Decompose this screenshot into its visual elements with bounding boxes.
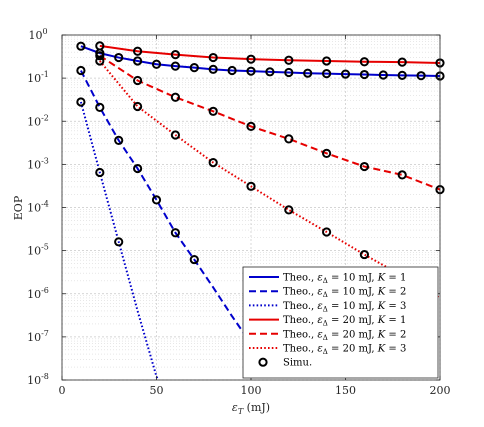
simulation-marker <box>208 52 218 63</box>
y-tick-label: 100 <box>28 27 47 42</box>
simulation-marker <box>95 51 105 61</box>
simulation-marker <box>416 71 426 81</box>
y-tick-label: 10-7 <box>27 329 49 344</box>
series-line-4 <box>99 44 440 64</box>
y-tick-label: 10-5 <box>27 243 49 258</box>
simulation-marker <box>397 57 407 67</box>
simulation-marker <box>76 97 86 107</box>
x-tick-label: 100 <box>241 384 262 397</box>
x-tick-label: 200 <box>430 384 451 397</box>
simulation-marker <box>208 64 218 74</box>
legend-label-2: Theo., εΔ = 10 mJ, K = 2 <box>283 287 406 300</box>
simulation-marker <box>284 55 294 65</box>
simulation-marker <box>322 148 332 158</box>
simulation-marker <box>284 67 294 78</box>
series-line-2 <box>80 70 252 345</box>
simulation-marker <box>246 54 256 64</box>
simulation-marker <box>189 254 199 265</box>
x-tick-label: 150 <box>335 384 356 397</box>
simulation-marker <box>359 69 369 80</box>
x-tick-label: 50 <box>150 384 164 397</box>
simulation-marker <box>303 68 313 78</box>
simulation-marker <box>322 69 332 79</box>
legend-label-3: Theo., εΔ = 10 mJ, K = 3 <box>283 301 406 314</box>
simulation-marker <box>170 130 180 140</box>
simulation-marker <box>359 161 369 172</box>
simulation-marker <box>133 101 143 112</box>
legend-label-7: Simu. <box>283 358 312 369</box>
simulation-marker <box>170 228 180 238</box>
x-axis-label: εT (mJ) <box>232 401 270 416</box>
y-tick-label: 10-8 <box>27 372 49 387</box>
simulation-marker <box>170 50 180 60</box>
y-axis-label: EOP <box>12 195 25 220</box>
simulation-marker <box>170 61 180 71</box>
simulation-marker <box>133 46 143 56</box>
simulation-marker <box>95 56 105 66</box>
simulation-marker <box>265 67 275 77</box>
simulation-marker <box>151 195 162 205</box>
x-tick-labels: 0 50 100 150 200 <box>59 384 451 397</box>
legend-label-6: Theo., εΔ = 20 mJ, K = 3 <box>283 344 406 357</box>
y-tick-labels: 100 10-1 10-2 10-3 10-4 10-5 10-6 10-7 10-8 <box>27 27 49 387</box>
marker-layer <box>76 41 445 265</box>
simulation-marker <box>189 63 199 73</box>
simulation-marker <box>397 70 407 80</box>
simulation-marker <box>151 59 162 69</box>
legend-box <box>242 266 439 379</box>
simulation-marker <box>378 70 388 80</box>
simulation-marker <box>284 134 294 144</box>
simulation-marker <box>114 52 124 63</box>
simulation-marker <box>208 106 218 116</box>
simulation-marker <box>133 75 143 86</box>
y-tick-label: 10-6 <box>27 286 49 301</box>
legend-label-1: Theo., εΔ = 10 mJ, K = 1 <box>283 273 406 286</box>
y-tick-label: 10-4 <box>27 200 49 215</box>
simulation-marker <box>114 237 124 247</box>
series-line-5 <box>99 54 440 191</box>
simulation-marker <box>76 65 86 76</box>
simulation-marker <box>322 56 332 66</box>
simulation-marker <box>95 41 105 51</box>
simulation-marker <box>340 69 351 79</box>
series-line-3 <box>79 101 160 380</box>
simulation-marker <box>359 57 369 67</box>
simulation-marker <box>397 170 407 180</box>
simulation-marker <box>170 92 180 102</box>
y-tick-label: 10-3 <box>27 156 49 171</box>
legend-label-4: Theo., εΔ = 20 mJ, K = 1 <box>283 315 406 328</box>
legend-label-5: Theo., εΔ = 20 mJ, K = 2 <box>283 329 406 342</box>
simulation-marker <box>208 157 218 168</box>
simulation-marker <box>133 163 143 174</box>
y-tick-label: 10-1 <box>27 70 49 85</box>
x-tick-label: 0 <box>59 384 66 397</box>
simulation-marker <box>246 121 256 131</box>
legend-marker-simu <box>258 357 268 367</box>
simulation-marker <box>114 135 124 145</box>
simulation-marker <box>284 205 294 215</box>
simulation-marker <box>246 66 256 76</box>
simulation-marker <box>95 102 105 112</box>
simulation-marker <box>359 249 369 260</box>
simulation-marker <box>322 227 332 237</box>
simulation-marker <box>76 41 86 51</box>
y-tick-label: 10-2 <box>27 113 49 128</box>
simulation-marker <box>227 65 237 76</box>
simulation-marker <box>95 167 105 178</box>
simulation-marker <box>246 181 256 191</box>
simulation-marker <box>133 56 143 66</box>
